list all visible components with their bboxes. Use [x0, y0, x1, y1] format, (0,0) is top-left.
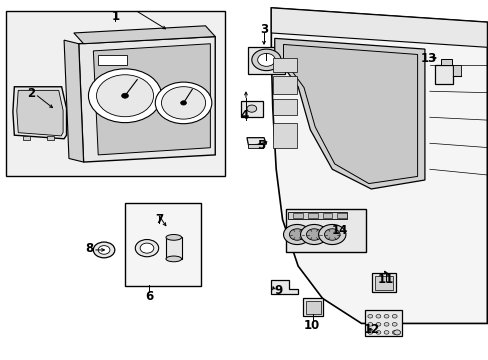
Circle shape — [324, 229, 339, 240]
Polygon shape — [64, 40, 83, 162]
Text: 9: 9 — [274, 284, 282, 297]
Circle shape — [140, 243, 154, 253]
Bar — [272, 58, 297, 72]
Text: 11: 11 — [377, 273, 393, 286]
Circle shape — [96, 75, 153, 117]
Bar — [47, 135, 54, 140]
Bar — [307, 213, 317, 219]
Bar — [336, 213, 346, 219]
Polygon shape — [13, 87, 66, 139]
Polygon shape — [74, 26, 215, 44]
Bar — [305, 301, 320, 314]
Circle shape — [384, 315, 388, 318]
Bar — [371, 273, 395, 292]
Circle shape — [375, 323, 380, 326]
Ellipse shape — [165, 234, 181, 240]
Circle shape — [384, 330, 388, 334]
Bar — [440, 59, 451, 65]
Circle shape — [246, 105, 256, 112]
Circle shape — [88, 69, 161, 123]
Text: 7: 7 — [155, 213, 163, 226]
Circle shape — [306, 229, 322, 240]
Bar — [365, 310, 401, 336]
Polygon shape — [17, 90, 63, 136]
Bar — [272, 123, 297, 148]
Bar — [22, 135, 30, 140]
Circle shape — [375, 330, 380, 334]
Text: 3: 3 — [260, 23, 267, 36]
Bar — [241, 101, 262, 117]
Text: 13: 13 — [420, 51, 436, 64]
Polygon shape — [246, 138, 266, 145]
Polygon shape — [271, 8, 487, 323]
Circle shape — [300, 225, 327, 244]
Polygon shape — [93, 44, 210, 155]
Text: 4: 4 — [240, 109, 248, 122]
Bar — [165, 237, 181, 259]
Circle shape — [318, 225, 345, 244]
Circle shape — [391, 323, 396, 326]
Ellipse shape — [165, 256, 181, 262]
Text: 1: 1 — [111, 10, 119, 23]
Polygon shape — [79, 37, 215, 162]
Circle shape — [135, 239, 158, 257]
Circle shape — [283, 225, 310, 244]
Text: 6: 6 — [145, 290, 153, 303]
Bar — [272, 99, 297, 116]
Polygon shape — [283, 44, 417, 184]
Text: 5: 5 — [257, 139, 265, 152]
Bar — [293, 213, 303, 219]
Circle shape — [391, 330, 396, 334]
Circle shape — [367, 315, 372, 318]
Polygon shape — [274, 39, 424, 189]
Circle shape — [155, 82, 211, 124]
Bar — [247, 47, 285, 74]
Circle shape — [251, 49, 281, 71]
Polygon shape — [271, 8, 487, 47]
Text: 8: 8 — [85, 242, 93, 255]
Circle shape — [393, 330, 400, 335]
Bar — [285, 209, 366, 252]
Circle shape — [93, 242, 115, 258]
Text: 10: 10 — [303, 319, 319, 332]
Bar — [288, 212, 346, 220]
Circle shape — [257, 53, 275, 66]
Circle shape — [289, 229, 305, 240]
Bar — [374, 276, 392, 290]
Circle shape — [375, 315, 380, 318]
Text: 2: 2 — [27, 87, 35, 100]
Text: 12: 12 — [364, 323, 380, 336]
Bar — [98, 55, 127, 65]
Circle shape — [98, 246, 110, 254]
Bar — [322, 213, 331, 219]
Bar — [303, 298, 323, 316]
Bar — [125, 203, 200, 286]
Bar — [248, 144, 263, 148]
Circle shape — [384, 323, 388, 326]
Circle shape — [367, 323, 372, 326]
Bar — [5, 12, 224, 176]
Bar — [272, 76, 297, 94]
Circle shape — [391, 315, 396, 318]
Circle shape — [122, 93, 128, 98]
Bar — [434, 65, 452, 84]
Text: 14: 14 — [331, 224, 347, 238]
Circle shape — [367, 330, 372, 334]
Circle shape — [180, 101, 186, 105]
Circle shape — [161, 87, 205, 119]
Polygon shape — [271, 280, 298, 294]
Bar — [452, 65, 460, 76]
